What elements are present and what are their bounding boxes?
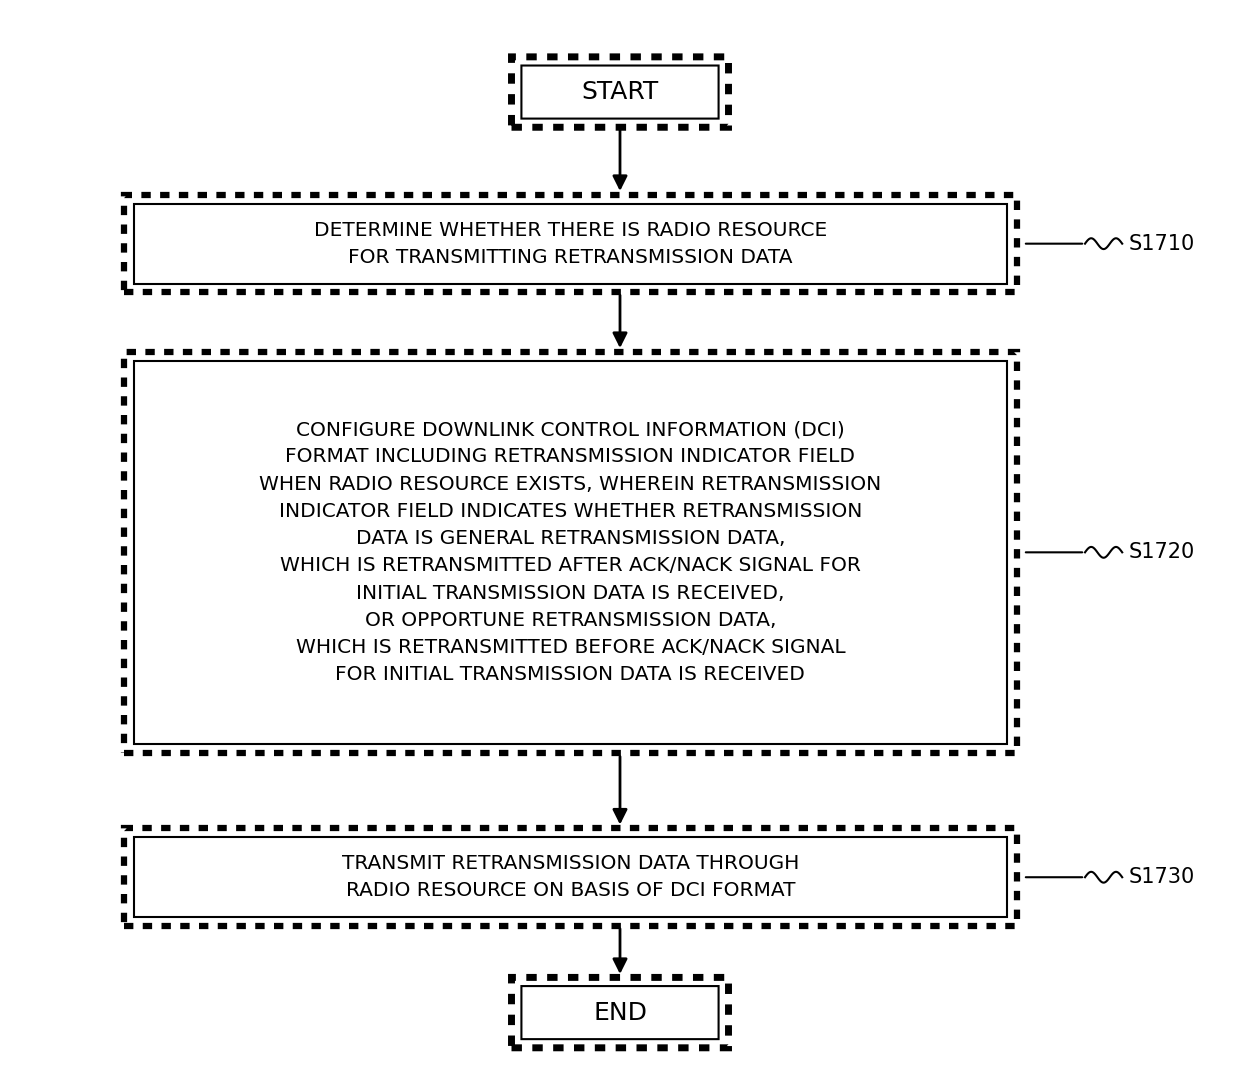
Text: S1710: S1710: [1128, 234, 1194, 253]
Bar: [134, 837, 1007, 917]
FancyBboxPatch shape: [521, 986, 718, 1040]
Text: S1720: S1720: [1128, 543, 1194, 562]
Text: END: END: [593, 1001, 647, 1025]
Bar: [134, 361, 1007, 744]
Bar: [124, 828, 1017, 926]
Text: S1730: S1730: [1128, 867, 1194, 887]
Text: START: START: [582, 80, 658, 104]
FancyBboxPatch shape: [521, 65, 718, 119]
Bar: [134, 204, 1007, 284]
Bar: [124, 195, 1017, 292]
Text: CONFIGURE DOWNLINK CONTROL INFORMATION (DCI)
FORMAT INCLUDING RETRANSMISSION IND: CONFIGURE DOWNLINK CONTROL INFORMATION (…: [259, 420, 882, 684]
Bar: [124, 352, 1017, 753]
FancyBboxPatch shape: [511, 977, 728, 1048]
Text: DETERMINE WHETHER THERE IS RADIO RESOURCE
FOR TRANSMITTING RETRANSMISSION DATA: DETERMINE WHETHER THERE IS RADIO RESOURC…: [314, 221, 827, 266]
Text: TRANSMIT RETRANSMISSION DATA THROUGH
RADIO RESOURCE ON BASIS OF DCI FORMAT: TRANSMIT RETRANSMISSION DATA THROUGH RAD…: [342, 854, 799, 900]
FancyBboxPatch shape: [511, 57, 728, 127]
